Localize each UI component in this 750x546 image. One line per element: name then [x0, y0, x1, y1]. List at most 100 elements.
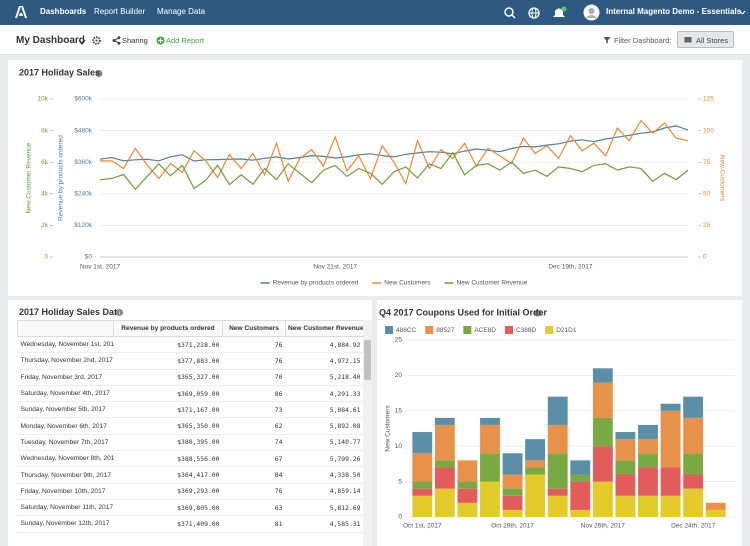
bar-segment [434, 460, 455, 468]
bar-segment [457, 502, 478, 517]
avatar[interactable] [583, 4, 600, 21]
table-cell: 74 [222, 434, 286, 452]
table-cell: 5,084.61 [285, 401, 363, 419]
bar-segment [547, 424, 568, 454]
y-tick-label: $480k [74, 127, 92, 134]
table-row: Wednesday, November 8th, 2017 $388,556.00… [17, 450, 363, 468]
table-cell: $371,167.00 [113, 401, 223, 419]
table-cell: $365,327.00 [113, 369, 223, 386]
header-cell: New Customer Revenue [285, 320, 363, 337]
bar-segment [434, 488, 455, 517]
table-row: Monday, November 6th, 2017 $365,350.00 62 5… [17, 417, 363, 435]
bar-segment [660, 467, 681, 496]
table-cell: $388,556.00 [113, 450, 223, 468]
dashboard-chevron[interactable] [78, 39, 86, 45]
table-cell: $364,417.00 [113, 466, 223, 484]
y-tick-label: 4k [41, 191, 49, 198]
table-cell: $369,293.00 [113, 483, 223, 500]
svg-text:i: i [537, 311, 538, 317]
nav-link[interactable]: Report Builder [94, 7, 146, 16]
logo[interactable] [14, 5, 28, 19]
table-row: Friday, November 3rd, 2017 $365,327.00 70 5… [17, 369, 363, 386]
y-tick-label: 6k [41, 159, 49, 166]
account-chevron[interactable] [739, 10, 746, 15]
series-line [100, 119, 689, 186]
y-tick-label: 0 [703, 254, 707, 261]
bar-segment [412, 488, 433, 496]
table-cell: 5,812.69 [285, 499, 363, 517]
y-tick-label: 2k [41, 222, 49, 229]
table-cell: $369,805.00 [113, 499, 223, 517]
bar-segment [547, 453, 568, 489]
info-icon[interactable]: i [534, 309, 542, 317]
search-icon[interactable] [504, 7, 516, 19]
table-cell: $371,228.00 [113, 336, 223, 354]
dashboard-title[interactable]: My Dashboard [16, 35, 85, 46]
filter-icon [603, 37, 611, 44]
bar-segment [615, 460, 636, 475]
y-tick-label: 25 [703, 222, 711, 229]
header-cell: Revenue by products ordered [113, 320, 223, 337]
nav-bar: Dashboards Report Builder Manage Data In… [0, 0, 750, 25]
table-cell: $365,350.00 [113, 417, 223, 435]
info-icon[interactable]: i [95, 70, 103, 77]
share-icon[interactable] [112, 36, 121, 45]
bar-segment [592, 446, 613, 482]
table-cell: 4,585.31 [285, 515, 363, 533]
sharing-button[interactable]: Sharing [122, 36, 148, 45]
table-row: Sunday, November 5th, 2017 $371,167.00 73 5… [17, 401, 363, 419]
globe-icon[interactable] [528, 7, 540, 19]
table-cell: 81 [222, 515, 286, 533]
scrollbar[interactable] [363, 320, 372, 546]
nav-link[interactable]: Dashboards [40, 7, 87, 16]
bar-segment [412, 453, 433, 482]
table-cell: 5,892.08 [285, 417, 363, 435]
bell-icon[interactable] [553, 6, 567, 18]
settings-icon[interactable] [92, 36, 101, 45]
table-cell: Monday, November 6th, 2017 [17, 417, 114, 435]
y-tick-label: 10 [395, 443, 403, 450]
scrollbar-thumb[interactable] [364, 340, 371, 380]
info-icon[interactable]: i [115, 308, 124, 317]
legend-swatch [463, 326, 472, 334]
bar-segment [547, 495, 568, 517]
bar-segment [480, 481, 500, 517]
table-cell: 4,884.92 [285, 336, 363, 354]
legend-label: Revenue by products ordered [273, 280, 359, 287]
table-title: 2017 Holiday Sales Data [19, 307, 123, 317]
add-report-button[interactable]: Add Report [166, 36, 204, 45]
table-cell: Saturday, November 4th, 2017 [17, 385, 114, 403]
table-cell: Tuesday, November 7th, 2017 [17, 434, 114, 452]
bar-segment [615, 432, 636, 440]
table-cell: Thursday, November 9th, 2017 [17, 466, 114, 484]
account-name[interactable]: Internal Magento Demo - Essentials [606, 7, 742, 16]
bar-segment [525, 439, 546, 461]
store-filter-button[interactable]: All Stores [677, 31, 734, 48]
nav-link[interactable]: Manage Data [157, 7, 206, 16]
legend-swatch [425, 326, 434, 334]
x-tick-label: Nov 21st, 2017 [313, 264, 357, 271]
bar-segment [412, 481, 433, 489]
table-cell: 70 [222, 369, 286, 386]
store-icon [684, 37, 692, 43]
axis-title: New Customer Revenue [26, 142, 33, 213]
bar-segment [615, 439, 636, 461]
nav-icons [504, 6, 567, 19]
bar-segment [570, 474, 591, 482]
table-cell: 4,972.15 [285, 352, 363, 370]
axis-title: Revenue by products ordered [58, 135, 65, 221]
legend-swatch [505, 326, 513, 334]
bar-segment [660, 495, 681, 517]
table-cell: Friday, November 10th, 2017 [17, 483, 114, 500]
table-row: Wednesday, November 1st, 2017 $371,228.00… [17, 336, 363, 354]
table-row: Sunday, November 12th, 2017 $371,409.00 81… [17, 515, 363, 533]
add-icon[interactable] [156, 36, 165, 45]
table-row: Tuesday, November 7th, 2017 $380,395.00 74… [17, 434, 363, 452]
legend-swatch [545, 326, 554, 334]
bar-segment [457, 460, 478, 482]
bar-segment [480, 424, 500, 454]
table-cell: 62 [222, 417, 286, 435]
bar-segment [525, 460, 546, 468]
legend-label: D21D1 [556, 327, 577, 334]
